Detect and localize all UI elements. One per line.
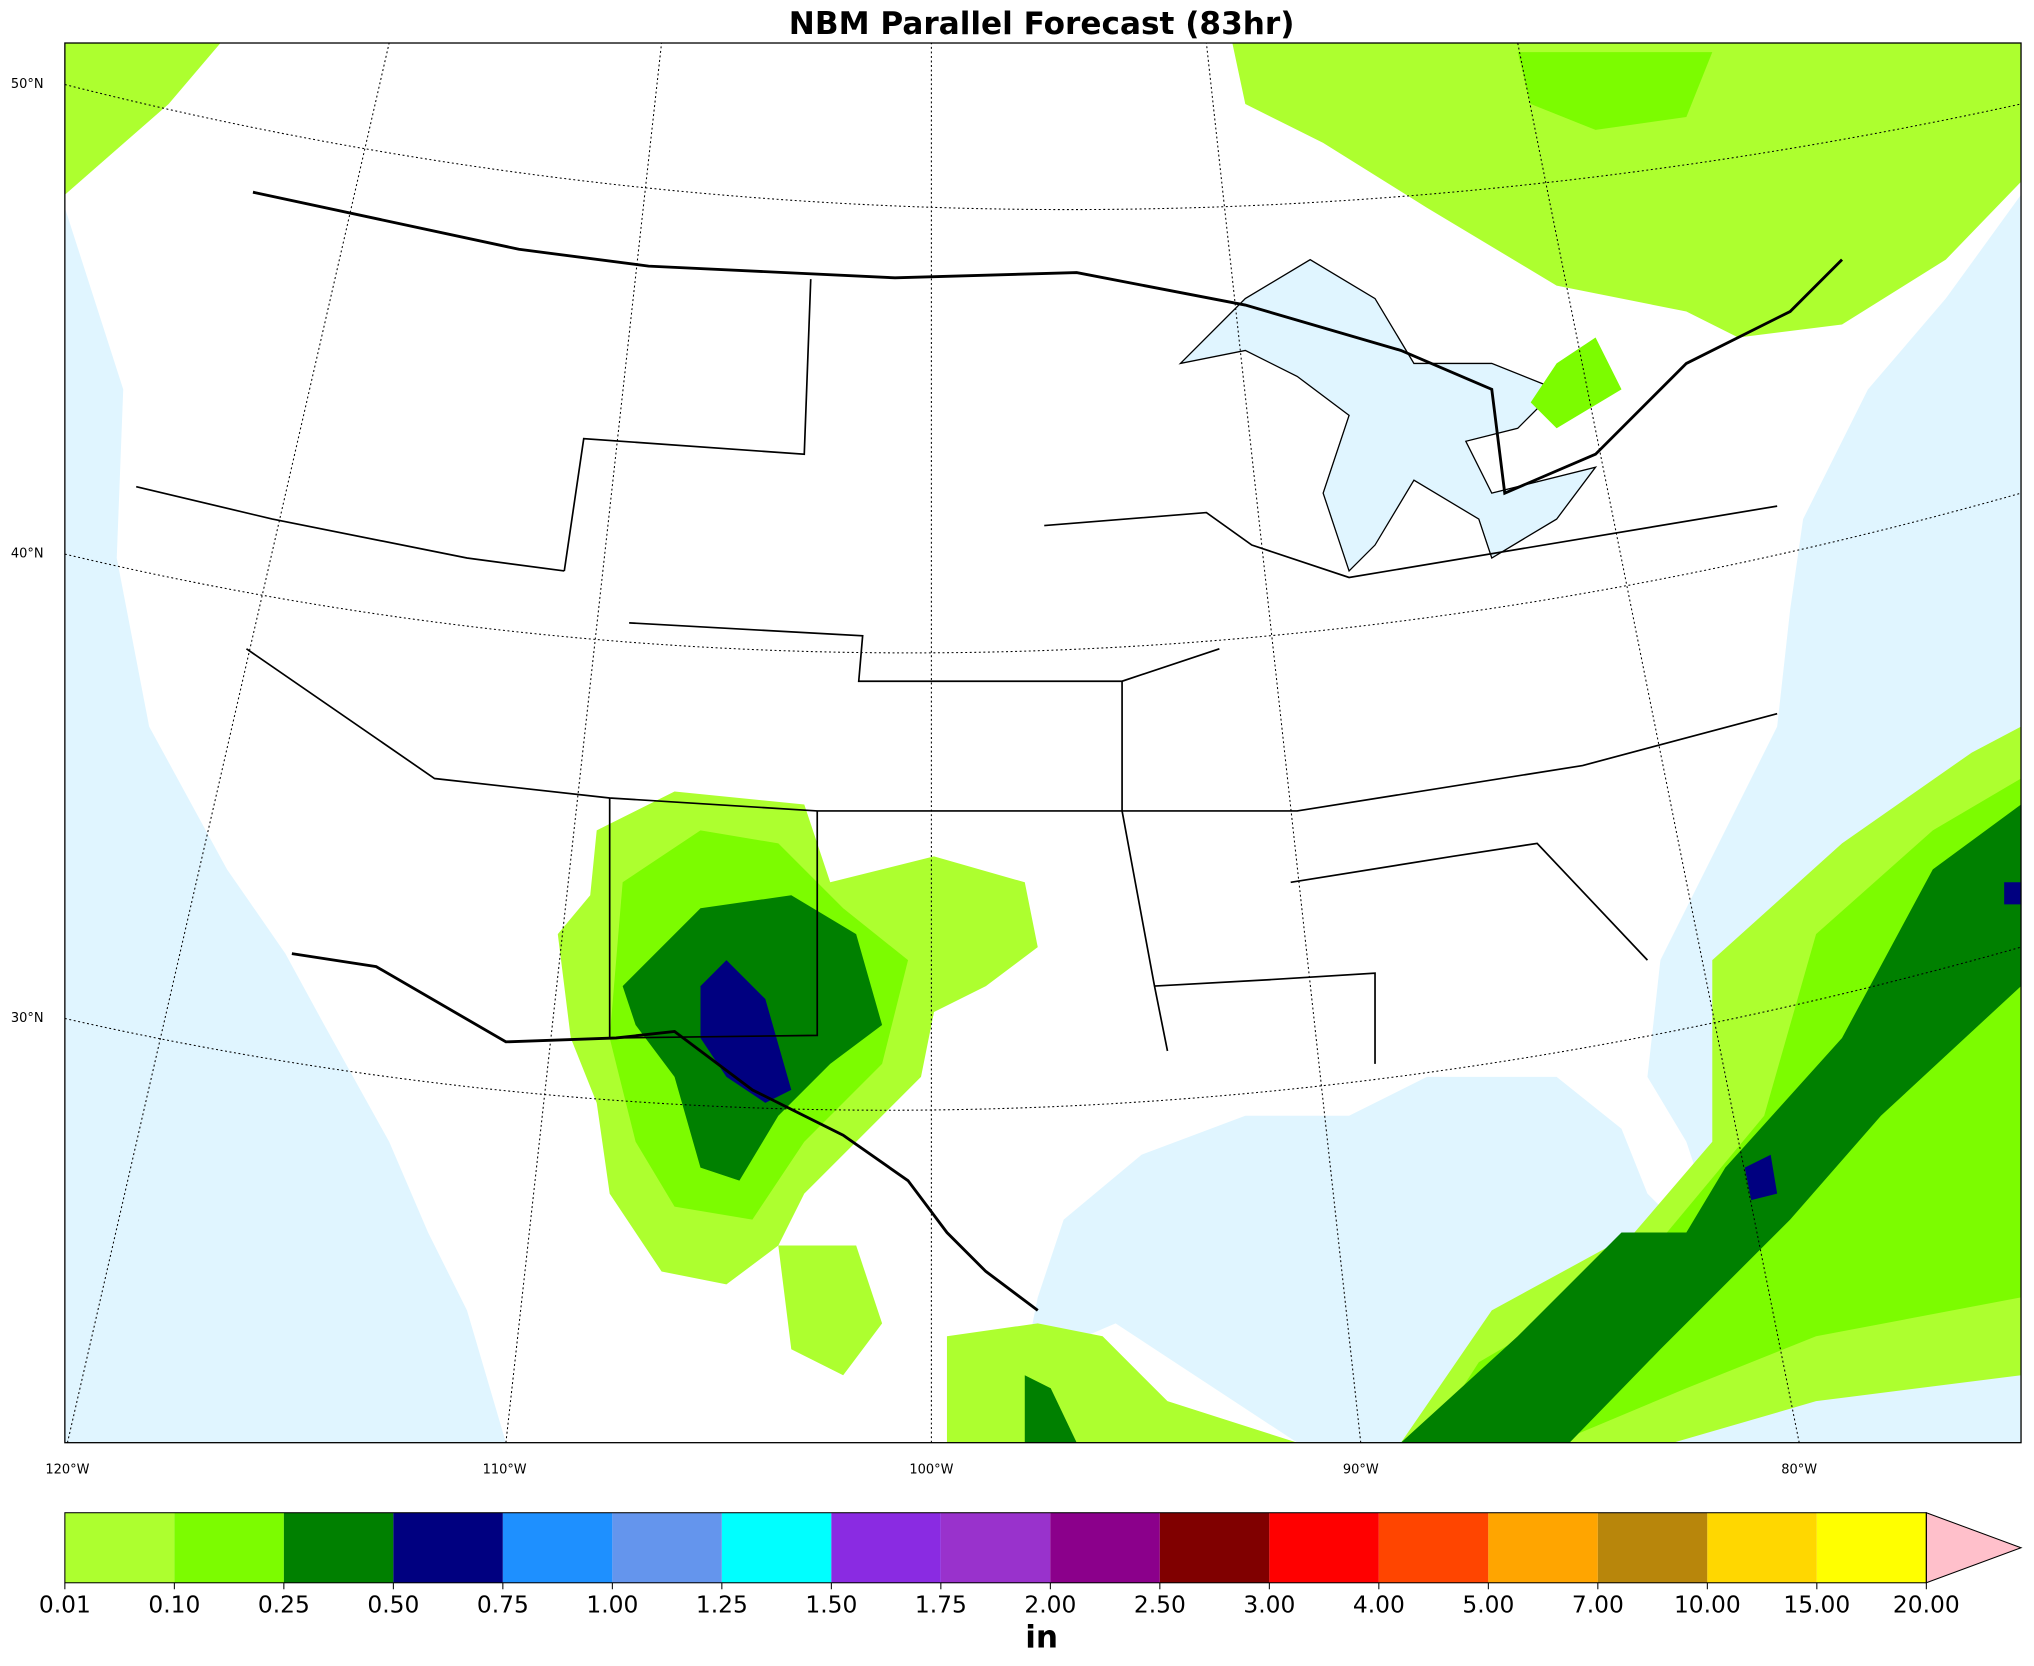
state-line xyxy=(1290,842,1649,961)
longitude-label: 90°W xyxy=(1343,1462,1379,1477)
colorbar-bin xyxy=(1707,1512,1817,1583)
longitude-line xyxy=(1517,43,1800,1443)
colorbar-bin xyxy=(1597,1512,1708,1583)
colorbar-tick-label: 1.25 xyxy=(696,1591,748,1619)
colorbar-bin xyxy=(502,1512,613,1583)
state-lines xyxy=(136,279,1778,1064)
state-line xyxy=(629,622,1220,683)
pacific-water xyxy=(64,207,506,1443)
longitude-label: 80°W xyxy=(1781,1462,1817,1477)
southern-mexico-precip-heavy xyxy=(1024,1375,1077,1443)
colorbar-outline xyxy=(64,1512,1927,1584)
colorbar-tick-label: 5.00 xyxy=(1462,1591,1514,1619)
great-lakes xyxy=(1178,258,1598,573)
colorbar-tick-label: 0.50 xyxy=(367,1591,419,1619)
map-frame xyxy=(64,42,2022,1444)
colorbar-tick-label: 0.75 xyxy=(477,1591,529,1619)
latitude-label: 30°N xyxy=(11,1011,44,1026)
state-line xyxy=(1121,681,1169,1052)
canada-precip xyxy=(1232,43,2022,338)
colorbar-bin xyxy=(1378,1512,1489,1583)
colorbar-bin xyxy=(1050,1512,1160,1583)
colorbar-tick-label: 3.00 xyxy=(1243,1591,1295,1619)
state-line xyxy=(1044,505,1778,579)
colorbar-bin xyxy=(1269,1512,1379,1583)
longitude-label: 100°W xyxy=(909,1462,953,1477)
colorbar-tick-label: 7.00 xyxy=(1572,1591,1624,1619)
colorbar-tick-label: 1.00 xyxy=(586,1591,638,1619)
map-title: NBM Parallel Forecast (83hr) xyxy=(789,6,1295,42)
colorbar-tick-label: 1.75 xyxy=(915,1591,967,1619)
atlantic-precip-max-east xyxy=(2004,882,2022,905)
northwest-precip xyxy=(64,43,221,195)
colorbar-tick-label: 1.50 xyxy=(805,1591,857,1619)
colorbar-bin xyxy=(174,1512,284,1583)
colorbar-tick-label: 2.00 xyxy=(1024,1591,1076,1619)
colorbar: 0.01 0.10 0.25 0.50 0.75 1.00 1.25 1.50 1.75 2.00… xyxy=(39,1511,2023,1656)
colorbar-tick-label: 10.00 xyxy=(1674,1591,1741,1619)
atlantic-precip-heavy xyxy=(1400,804,2022,1443)
colorbar-bin xyxy=(1816,1512,1927,1583)
colorbar-bin xyxy=(940,1512,1051,1583)
colorbar-bin xyxy=(612,1512,722,1583)
longitude-line xyxy=(505,43,663,1443)
us-mexico-border xyxy=(291,952,1039,1312)
longitude-line xyxy=(1205,43,1362,1443)
colorbar-tick-label: 0.01 xyxy=(39,1591,91,1619)
atlantic-precip-max xyxy=(1744,1154,1778,1201)
map-area xyxy=(64,43,2022,1443)
colorbar-tick-label: 15.00 xyxy=(1783,1591,1850,1619)
colorbar-tick-label: 0.10 xyxy=(148,1591,200,1619)
state-line xyxy=(616,810,819,1039)
latitude-label: 50°N xyxy=(11,77,44,92)
colorbar-tick-label: 0.25 xyxy=(258,1591,310,1619)
mexico-precip xyxy=(778,1245,883,1376)
colorbar-bin xyxy=(283,1512,394,1583)
longitude-label: 120°W xyxy=(45,1462,89,1477)
longitude-label: 110°W xyxy=(483,1462,527,1477)
us-canada-border xyxy=(252,190,1844,496)
atlantic-precip-mid xyxy=(1426,778,2022,1443)
colorbar-bin xyxy=(1488,1512,1598,1583)
state-line xyxy=(245,648,1778,812)
colorbar-label: in xyxy=(1025,1620,1058,1656)
colorbar-bin xyxy=(721,1512,832,1583)
colorbar-bin xyxy=(64,1512,175,1583)
longitude-line xyxy=(66,43,390,1443)
map-labels: 50°N 40°N 30°N 120°W 110°W 100°W 90°W 80°W xyxy=(11,77,1817,1477)
colorbar-tick-label: 4.00 xyxy=(1353,1591,1405,1619)
colorbar-tick-label: 20.00 xyxy=(1893,1591,1960,1619)
borders xyxy=(252,190,1844,1312)
graticule xyxy=(64,43,2022,1443)
latitude-line xyxy=(64,84,2022,211)
colorbar-extension xyxy=(1925,1511,2023,1584)
canada-precip-inner xyxy=(1517,52,1713,130)
colorbar-bin xyxy=(831,1512,941,1583)
state-line xyxy=(1154,972,1376,1064)
state-line xyxy=(136,485,565,572)
colorbar-bin xyxy=(393,1512,503,1583)
colorbar-bin xyxy=(1159,1512,1270,1583)
northeast-precip xyxy=(1530,337,1622,429)
state-line xyxy=(563,279,812,572)
colorbar-tick-label: 2.50 xyxy=(1134,1591,1186,1619)
latitude-label: 40°N xyxy=(11,547,44,562)
